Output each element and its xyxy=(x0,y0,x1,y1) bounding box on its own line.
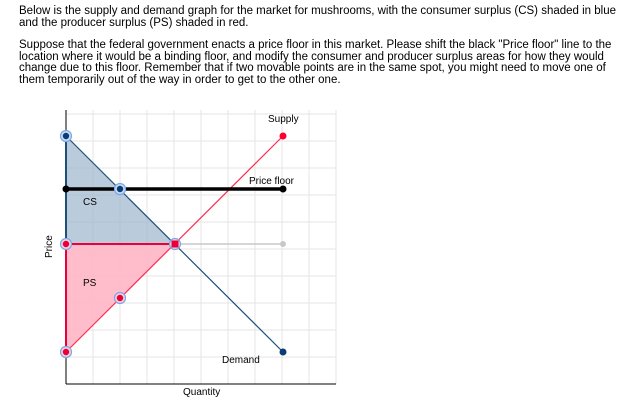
instructions-paragraph-1: Below is the supply and demand graph for… xyxy=(19,5,617,29)
price-floor-label: Price floor xyxy=(249,176,295,187)
ps-label: PS xyxy=(83,278,97,289)
equilibrium-point-handle[interactable] xyxy=(168,237,182,251)
ps-bottom-vertex-handle[interactable] xyxy=(59,345,73,359)
ps-left-vertex-handle[interactable] xyxy=(59,237,73,251)
x-axis-label: Quantity xyxy=(183,387,221,398)
ps-supply-midpoint-handle[interactable] xyxy=(113,291,127,305)
cs-top-vertex-handle[interactable] xyxy=(59,129,73,143)
instructions-paragraph-2: Suppose that the federal government enac… xyxy=(19,39,612,86)
price-floor-right-handle[interactable] xyxy=(279,185,287,193)
supply-curve-top-handle[interactable] xyxy=(279,132,287,140)
price-floor-demand-intersection-handle[interactable] xyxy=(113,182,127,196)
demand-curve-bottom-handle[interactable] xyxy=(279,348,287,356)
price-floor-left-handle[interactable] xyxy=(62,185,70,193)
grid xyxy=(66,110,337,384)
supply-label: Supply xyxy=(268,114,299,125)
y-axis-label: Price xyxy=(44,235,55,258)
instructions: Below is the supply and demand graph for… xyxy=(19,5,619,97)
demand-label: Demand xyxy=(222,355,260,366)
cs-label: CS xyxy=(83,197,97,208)
equilibrium-price-line-end-handle[interactable] xyxy=(280,241,286,247)
